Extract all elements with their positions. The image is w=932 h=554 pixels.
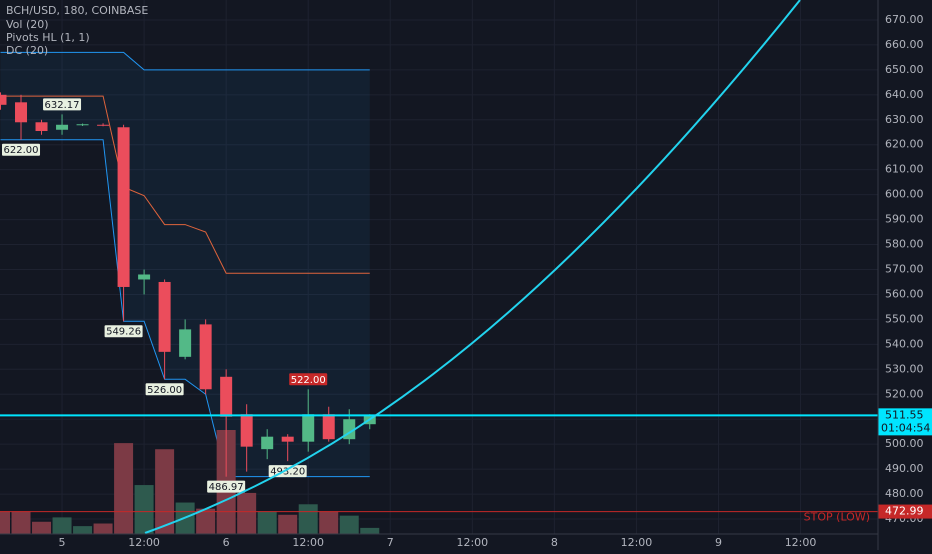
y-tick-label: 660.00: [885, 38, 924, 51]
candle-body: [56, 124, 69, 130]
pivot-label-text: 622.00: [4, 145, 39, 156]
y-tick-label: 540.00: [885, 337, 924, 350]
dc-upper-line: [0, 51, 370, 71]
y-tick-label: 620.00: [885, 138, 924, 151]
candle-body: [15, 102, 28, 123]
y-tick-label: 570.00: [885, 262, 924, 275]
candle-body: [322, 414, 335, 440]
y-tick-label: 610.00: [885, 163, 924, 176]
volume-bar: [237, 492, 257, 534]
candle-body: [261, 436, 274, 450]
x-tick-label: 12:00: [292, 536, 324, 549]
y-tick-label: 500.00: [885, 437, 924, 450]
x-tick-label: 8: [551, 536, 558, 549]
indicator-label: Pivots HL (1, 1): [6, 31, 90, 44]
pivot-label: 549.26: [104, 325, 143, 338]
volume-bar: [93, 523, 113, 534]
drawn-curve: [144, 0, 801, 534]
volume-bar: [73, 526, 93, 534]
last-price-box: [878, 408, 932, 436]
pivot-label-text: 522.00: [291, 375, 326, 386]
volume-bar: [11, 511, 31, 534]
candle-body: [97, 124, 110, 126]
x-tick-label: 6: [223, 536, 230, 549]
volume-bar: [319, 511, 339, 534]
volume-bar: [257, 511, 277, 534]
volume-bar: [155, 449, 175, 534]
pivot-label-bg: [145, 383, 184, 396]
pivot-label-text: 632.17: [45, 100, 80, 111]
dc-lower-line: [0, 139, 370, 478]
pivot-label-text: 526.00: [147, 385, 182, 396]
y-tick-label: 560.00: [885, 287, 924, 300]
y-tick-label: 670.00: [885, 13, 924, 26]
pivot-label: 486.97: [207, 480, 246, 493]
candle-body: [117, 127, 130, 287]
y-tick-label: 580.00: [885, 238, 924, 251]
x-tick-label: 12:00: [621, 536, 653, 549]
volume-bar: [52, 517, 72, 534]
pivot-label: 526.00: [145, 383, 184, 396]
y-tick-label: 480.00: [885, 487, 924, 500]
dc-band-fill: [0, 52, 370, 477]
x-tick-label: 12:00: [785, 536, 817, 549]
candle-body: [138, 274, 151, 280]
pivot-label: 522.00: [289, 373, 328, 386]
candle-body: [302, 414, 315, 442]
volume-bar: [360, 527, 380, 534]
pivot-label: 632.17: [43, 98, 82, 111]
stop-price-label: 472.99: [885, 505, 924, 518]
candle-body: [281, 436, 294, 442]
y-tick-label: 530.00: [885, 362, 924, 375]
volume-bar: [114, 443, 134, 534]
x-tick-label: 5: [59, 536, 66, 549]
volume-bar: [278, 514, 298, 534]
y-tick-label: 600.00: [885, 188, 924, 201]
y-tick-label: 650.00: [885, 63, 924, 76]
volume-bar: [298, 504, 318, 534]
stop-price-box: [878, 504, 932, 519]
volume-bar: [339, 515, 359, 534]
candle-body: [220, 376, 233, 417]
volume-bar: [134, 485, 154, 534]
y-tick-label: 520.00: [885, 387, 924, 400]
countdown-label: 01:04:54: [881, 421, 930, 434]
y-tick-label: 630.00: [885, 113, 924, 126]
pivot-label-text: 549.26: [106, 327, 141, 338]
pivot-label-text: 486.97: [209, 482, 244, 493]
candle-body: [179, 329, 192, 357]
candle-body: [0, 94, 7, 105]
volume-bar: [0, 511, 10, 534]
pivot-label-bg: [207, 480, 246, 493]
pivot-label-bg: [289, 373, 328, 386]
x-tick-label: 9: [715, 536, 722, 549]
pivot-label-bg: [43, 98, 82, 111]
volume-bar: [32, 521, 52, 534]
indicator-label: Vol (20): [6, 18, 49, 31]
candle-body: [35, 122, 48, 132]
candle-body: [240, 414, 253, 447]
last-price-label: 511.55: [885, 408, 924, 421]
candle-body: [199, 324, 212, 390]
symbol-title: BCH/USD, 180, COINBASE: [6, 4, 148, 17]
dc-middle-line: [0, 95, 370, 274]
pivot-label: 622.00: [2, 143, 41, 156]
indicator-label: DC (20): [6, 44, 48, 57]
candle-body: [76, 124, 89, 126]
y-tick-label: 550.00: [885, 312, 924, 325]
volume-bar: [196, 508, 216, 534]
stop-label: STOP (LOW): [804, 511, 870, 524]
x-tick-label: 12:00: [128, 536, 160, 549]
pivot-label-text: 493.20: [270, 467, 305, 478]
pivot-label-bg: [104, 325, 143, 338]
x-tick-label: 12:00: [456, 536, 488, 549]
y-tick-label: 590.00: [885, 213, 924, 226]
pivot-label-bg: [2, 143, 41, 156]
y-tick-label: 490.00: [885, 462, 924, 475]
candle-body: [158, 281, 171, 352]
y-tick-label: 640.00: [885, 88, 924, 101]
x-tick-label: 7: [387, 536, 394, 549]
